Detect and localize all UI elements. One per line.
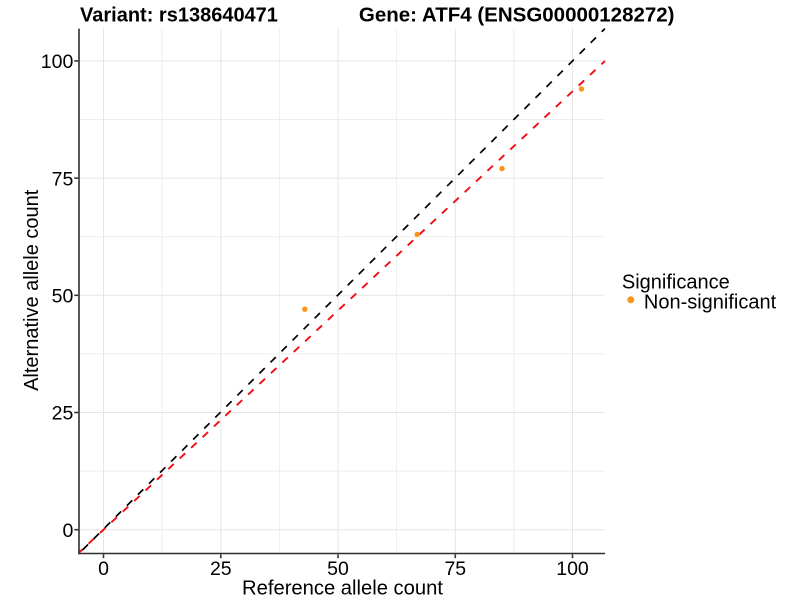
svg-text:100: 100 [556, 558, 589, 580]
svg-text:25: 25 [52, 403, 74, 425]
svg-text:Gene: ATF4 (ENSG00000128272): Gene: ATF4 (ENSG00000128272) [359, 4, 675, 27]
svg-text:Alternative allele count: Alternative allele count [21, 189, 43, 391]
svg-text:0: 0 [98, 558, 109, 580]
svg-text:50: 50 [327, 558, 349, 580]
svg-text:Significance: Significance [622, 271, 730, 293]
svg-text:75: 75 [444, 558, 466, 580]
svg-text:50: 50 [52, 286, 74, 308]
svg-text:25: 25 [210, 558, 232, 580]
svg-text:0: 0 [62, 520, 73, 542]
svg-text:100: 100 [41, 51, 74, 73]
svg-text:75: 75 [52, 168, 74, 190]
svg-text:Reference allele count: Reference allele count [242, 577, 443, 599]
svg-text:Non-significant: Non-significant [644, 291, 777, 313]
svg-text:Variant: rs138640471: Variant: rs138640471 [80, 5, 278, 27]
